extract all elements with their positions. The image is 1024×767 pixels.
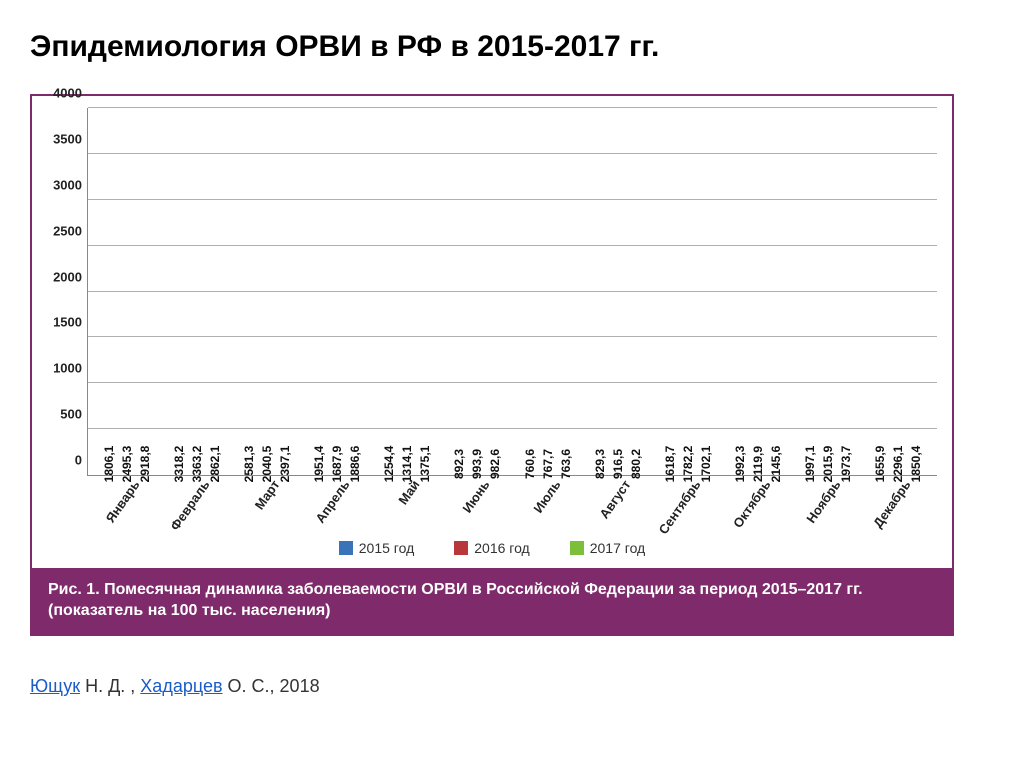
xtick-label: Ноябрь [803, 477, 843, 526]
bar-value-label: 880,2 [629, 449, 643, 479]
author-initials-2: О. С. [223, 676, 270, 696]
chart-legend: 2015 год 2016 год 2017 год [32, 536, 952, 568]
ytick-label: 3500 [53, 131, 88, 146]
bar-value-label: 1314,1 [400, 446, 414, 483]
bar-value-label: 1997,1 [803, 446, 817, 483]
bar-value-label: 2040,5 [260, 446, 274, 483]
legend-label: 2017 год [590, 540, 645, 556]
bar-value-label: 829,3 [593, 449, 607, 479]
bar-value-label: 3363,2 [190, 446, 204, 483]
bar-value-label: 1886,6 [348, 446, 362, 483]
author-initials-1: Н. Д. [80, 676, 130, 696]
bar-value-label: 1254,4 [382, 446, 396, 483]
legend-swatch [454, 541, 468, 555]
bars-row: 1806,12495,32918,8Январь3318,23363,22862… [88, 108, 937, 475]
bar-value-label: 2918,8 [138, 446, 152, 483]
bar-value-label: 1655,9 [873, 446, 887, 483]
bar-value-label: 1850,4 [909, 446, 923, 483]
author-link-1[interactable]: Ющук [30, 676, 80, 696]
bar-value-label: 2119,9 [751, 446, 765, 482]
chart-frame: 050010001500200025003000350040001806,124… [30, 94, 954, 636]
bar-value-label: 2296,1 [891, 446, 905, 483]
bar-value-label: 1951,4 [312, 446, 326, 483]
bar-value-label: 2862,1 [208, 446, 222, 483]
xtick-label: Апрель [313, 477, 353, 525]
legend-item: 2016 год [454, 540, 529, 556]
xtick-label: Июль [530, 477, 563, 515]
author-link-2[interactable]: Хадарцев [140, 676, 222, 696]
bar-value-label: 3318,2 [172, 446, 186, 483]
bar-value-label: 982,6 [488, 449, 502, 479]
xtick-label: Июнь [460, 477, 493, 515]
bar-value-label: 1702,1 [699, 446, 713, 483]
legend-label: 2015 год [359, 540, 414, 556]
ytick-label: 1500 [53, 315, 88, 330]
bar-value-label: 2145,6 [769, 446, 783, 483]
ytick-label: 4000 [53, 86, 88, 101]
ytick-label: 500 [60, 407, 88, 422]
bar-value-label: 1687,9 [330, 446, 344, 483]
ytick-label: 1000 [53, 361, 88, 376]
citation-sep: , [130, 676, 140, 696]
bar-value-label: 2397,1 [278, 446, 292, 483]
page-title: Эпидемиология ОРВИ в РФ в 2015-2017 гг. [30, 30, 994, 64]
bar-value-label: 2581,3 [242, 446, 256, 483]
citation-year: , 2018 [270, 676, 320, 696]
legend-item: 2015 год [339, 540, 414, 556]
legend-swatch [570, 541, 584, 555]
bar-value-label: 1618,7 [663, 446, 677, 483]
chart-caption: Рис. 1. Помесячная динамика заболеваемос… [32, 568, 952, 634]
legend-label: 2016 год [474, 540, 529, 556]
bar-value-label: 767,7 [541, 449, 555, 479]
bar-value-label: 760,6 [523, 449, 537, 479]
bar-value-label: 1992,3 [733, 446, 747, 483]
bar-value-label: 993,9 [470, 449, 484, 479]
bar-value-label: 916,5 [611, 449, 625, 479]
bar-value-label: 892,3 [452, 449, 466, 479]
bar-value-label: 1973,7 [839, 446, 853, 483]
ytick-label: 0 [75, 453, 88, 468]
plot-region: 050010001500200025003000350040001806,124… [87, 108, 937, 476]
chart-area: 050010001500200025003000350040001806,124… [32, 96, 952, 536]
bar-value-label: 2495,3 [120, 446, 134, 483]
xtick-label: Январь [103, 477, 143, 525]
bar-value-label: 1782,2 [681, 446, 695, 483]
bar-value-label: 1806,1 [102, 446, 116, 483]
xtick-label: Декабрь [870, 477, 913, 530]
bar-value-label: 2015,9 [821, 446, 835, 483]
citation: Ющук Н. Д. , Хадарцев О. С., 2018 [30, 676, 994, 697]
xtick-label: Август [596, 477, 633, 521]
ytick-label: 2000 [53, 269, 88, 284]
ytick-label: 3000 [53, 177, 88, 192]
xtick-label: Март [252, 477, 283, 512]
xtick-label: Октябрь [730, 477, 774, 530]
xtick-label: Февраль [167, 477, 212, 533]
legend-swatch [339, 541, 353, 555]
bar-value-label: 763,6 [559, 449, 573, 479]
ytick-label: 2500 [53, 223, 88, 238]
legend-item: 2017 год [570, 540, 645, 556]
bar-value-label: 1375,1 [418, 446, 432, 483]
xtick-label: Сентябрь [655, 477, 703, 537]
